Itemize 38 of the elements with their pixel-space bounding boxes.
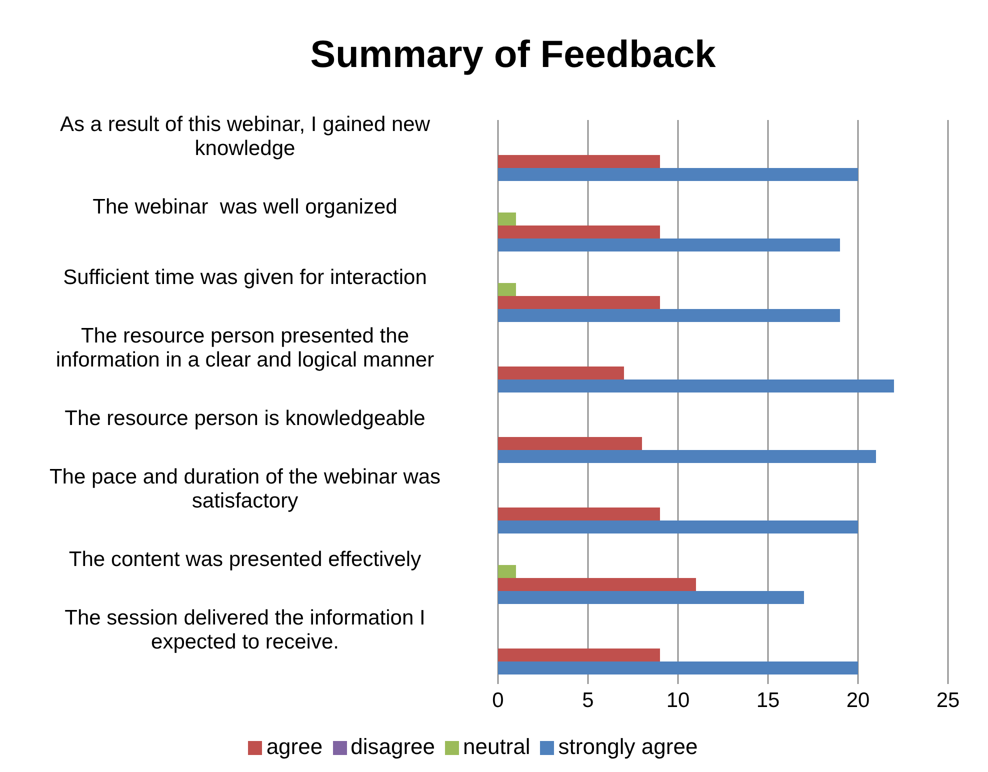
bar: [498, 578, 696, 591]
x-tick-label: 20: [846, 688, 870, 712]
legend-label: agree: [266, 734, 323, 759]
legend-label: disagree: [350, 734, 435, 759]
x-tick-label: 10: [666, 688, 690, 712]
bar: [498, 155, 660, 168]
x-tick-label: 15: [756, 688, 780, 712]
bar: [498, 309, 840, 322]
chart-title: Summary of Feedback: [309, 33, 717, 78]
y-tick-label: The resource person is knowledgeable: [64, 406, 426, 430]
bar: [498, 238, 840, 252]
bar: [498, 212, 516, 226]
bar: [498, 591, 804, 604]
y-tick-label: The resource person presented the information in a clear and logical manner: [56, 324, 434, 372]
bar: [498, 366, 624, 380]
bar: [498, 648, 660, 662]
bar: [498, 226, 660, 238]
bar: [498, 296, 660, 309]
bar: [498, 283, 516, 296]
y-tick-label: The session delivered the information I expected to receive.: [64, 606, 426, 654]
bar: [498, 508, 660, 520]
legend-label: neutral: [462, 734, 530, 759]
y-tick-label: The webinar was well organized: [92, 195, 398, 218]
bar: [498, 662, 858, 674]
x-tick-label: 0: [492, 688, 504, 712]
bar: [498, 565, 516, 578]
y-tick-label: As a result of this webinar, I gained new knowledge: [60, 112, 431, 160]
bar: [498, 450, 876, 463]
bar: [498, 520, 858, 534]
x-tick-label: 25: [936, 688, 960, 712]
bar: [498, 437, 642, 450]
legend-label: strongly agree: [558, 734, 698, 759]
bar: [498, 168, 858, 181]
y-tick-label: The content was presented effectively: [68, 548, 422, 571]
y-tick-label: Sufficient time was given for interaction: [63, 266, 427, 289]
bar: [498, 380, 894, 392]
x-tick-label: 5: [582, 688, 594, 712]
y-tick-label: The pace and duration of the webinar was satisfactory: [49, 465, 441, 512]
